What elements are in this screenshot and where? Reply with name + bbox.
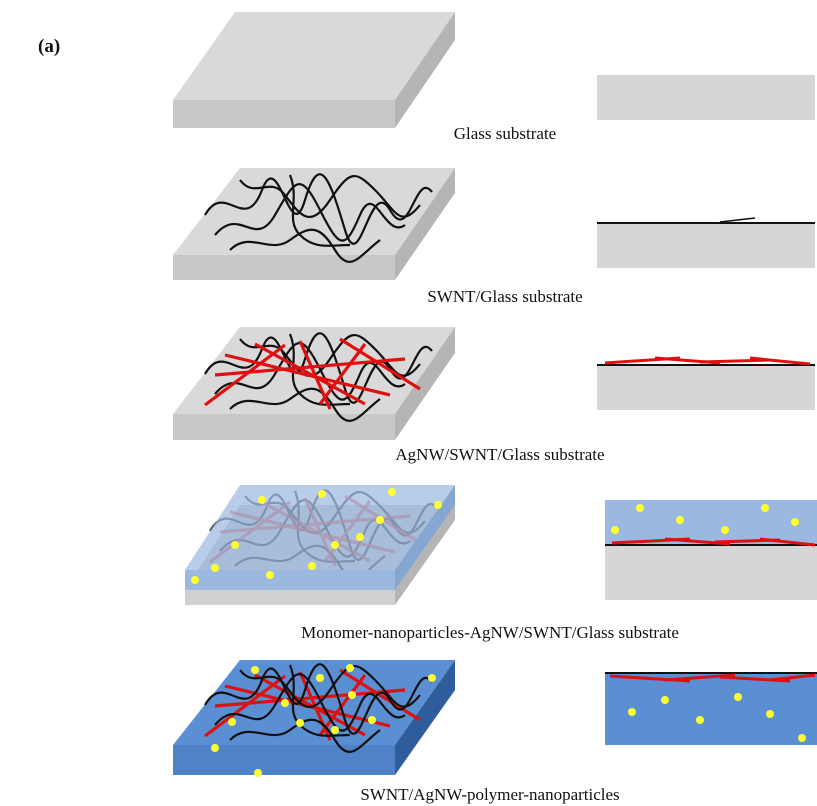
cross-section [597, 356, 815, 410]
cross-section [597, 75, 815, 120]
caption: Glass substrate [454, 124, 556, 143]
caption: SWNT/AgNW-polymer-nanoparticles [360, 785, 619, 804]
cross-section [605, 500, 817, 600]
caption: SWNT/Glass substrate [427, 287, 582, 306]
caption: Monomer-nanoparticles-AgNW/SWNT/Glass su… [301, 623, 679, 642]
swnt-slab [173, 168, 455, 280]
polymer-slab [173, 660, 455, 777]
monomer-slab [185, 485, 455, 605]
agnw-slab [173, 327, 455, 440]
glass-slab [173, 12, 455, 128]
caption: AgNW/SWNT/Glass substrate [395, 445, 604, 464]
figure-label: (a) [38, 36, 60, 57]
cross-section [597, 217, 815, 268]
cross-section [605, 672, 817, 745]
